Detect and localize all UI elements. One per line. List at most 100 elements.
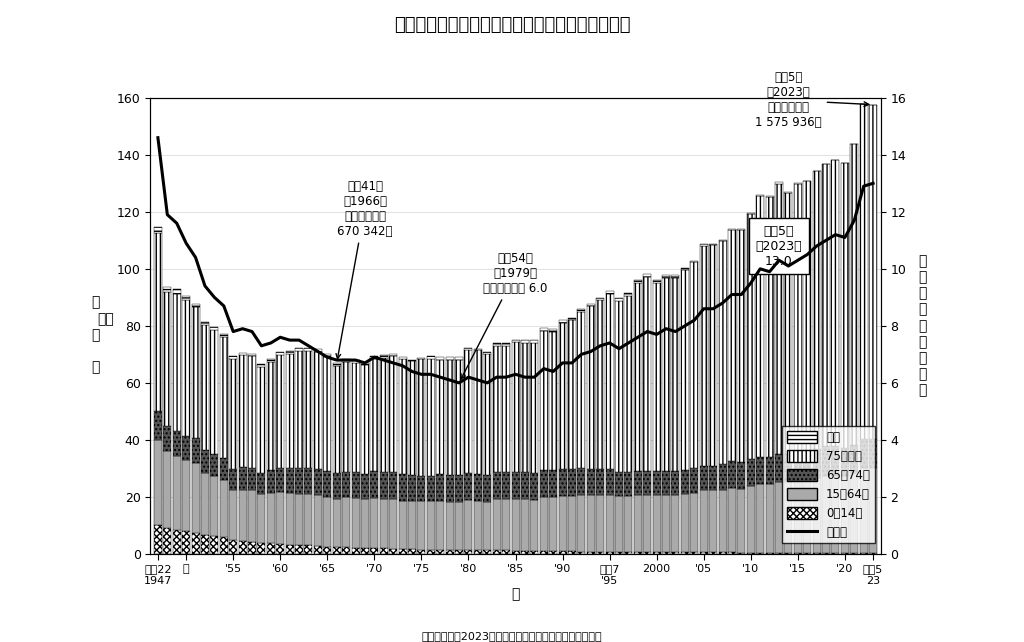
Bar (775, 182, 783, 184)
Bar (295, 494, 303, 545)
Bar (672, 278, 680, 471)
Bar (380, 548, 388, 554)
Bar (803, 479, 811, 553)
Text: 昭和54年
（1979）
最低の死亡率 6.0: 昭和54年 （1979） 最低の死亡率 6.0 (461, 252, 548, 379)
Bar (418, 501, 425, 550)
Bar (502, 472, 510, 499)
Bar (775, 455, 783, 482)
Bar (371, 498, 378, 548)
Bar (342, 548, 350, 554)
Bar (549, 551, 557, 554)
Bar (465, 349, 472, 473)
Text: 昭和41年
（1966）
最少の死亡数
670 342人: 昭和41年 （1966） 最少の死亡数 670 342人 (336, 180, 392, 359)
Bar (728, 461, 736, 489)
Bar (455, 358, 463, 360)
Bar (756, 484, 764, 553)
Bar (869, 467, 878, 553)
Bar (615, 301, 623, 472)
Bar (351, 360, 359, 363)
Bar (869, 105, 878, 439)
Bar (474, 501, 482, 550)
Bar (841, 447, 849, 476)
Bar (239, 356, 247, 467)
Bar (813, 171, 820, 449)
Bar (558, 320, 566, 323)
Bar (493, 472, 501, 499)
Bar (286, 544, 294, 554)
Bar (154, 412, 162, 440)
Bar (173, 293, 180, 431)
Y-axis label: 万人: 万人 (97, 312, 114, 326)
Bar (351, 472, 359, 498)
Bar (286, 354, 294, 467)
Bar (276, 492, 285, 544)
Bar (587, 494, 595, 551)
Bar (803, 553, 811, 554)
Bar (596, 494, 604, 551)
Bar (728, 230, 736, 461)
Bar (324, 497, 332, 546)
Bar (596, 300, 604, 469)
Bar (625, 552, 633, 554)
Bar (652, 552, 660, 554)
Bar (766, 457, 773, 484)
Bar (324, 546, 332, 554)
Bar (333, 366, 341, 473)
Bar (239, 467, 247, 490)
Bar (408, 501, 416, 550)
Bar (841, 553, 849, 554)
Bar (634, 471, 642, 495)
Bar (445, 474, 454, 502)
Bar (540, 470, 548, 497)
Bar (766, 196, 773, 197)
Bar (756, 195, 764, 196)
Bar (248, 356, 256, 467)
Bar (652, 280, 660, 283)
Bar (512, 340, 519, 342)
Bar (389, 549, 397, 554)
Bar (521, 499, 529, 551)
Bar (578, 551, 586, 554)
Bar (455, 550, 463, 554)
Bar (314, 469, 322, 494)
Bar (276, 352, 285, 355)
Bar (398, 359, 407, 474)
Bar (746, 214, 755, 458)
Bar (229, 356, 238, 360)
Bar (427, 550, 435, 554)
Bar (587, 469, 595, 494)
Bar (304, 494, 312, 545)
Bar (201, 450, 209, 473)
Bar (578, 494, 586, 551)
Bar (690, 263, 698, 469)
Bar (860, 439, 867, 467)
Bar (418, 550, 425, 554)
Bar (436, 550, 444, 554)
Bar (483, 354, 492, 475)
Bar (474, 474, 482, 501)
Bar (710, 553, 717, 554)
Bar (643, 495, 651, 552)
Bar (521, 473, 529, 499)
Bar (398, 549, 407, 554)
Bar (182, 300, 190, 436)
Bar (643, 274, 651, 277)
Bar (652, 283, 660, 471)
Bar (427, 476, 435, 501)
Bar (210, 476, 218, 536)
Bar (549, 332, 557, 470)
Y-axis label: 死
亡
率
（
人
口
千
対
）: 死 亡 率 （ 人 口 千 対 ） (919, 254, 927, 397)
Bar (314, 352, 322, 469)
Bar (295, 545, 303, 554)
Bar (530, 499, 539, 551)
Bar (182, 460, 190, 531)
Bar (558, 496, 566, 551)
Bar (850, 553, 858, 554)
Bar (663, 275, 670, 278)
Bar (521, 551, 529, 554)
Bar (719, 241, 727, 464)
Bar (512, 499, 519, 551)
Bar (398, 357, 407, 359)
Bar (549, 470, 557, 497)
Bar (257, 473, 265, 494)
